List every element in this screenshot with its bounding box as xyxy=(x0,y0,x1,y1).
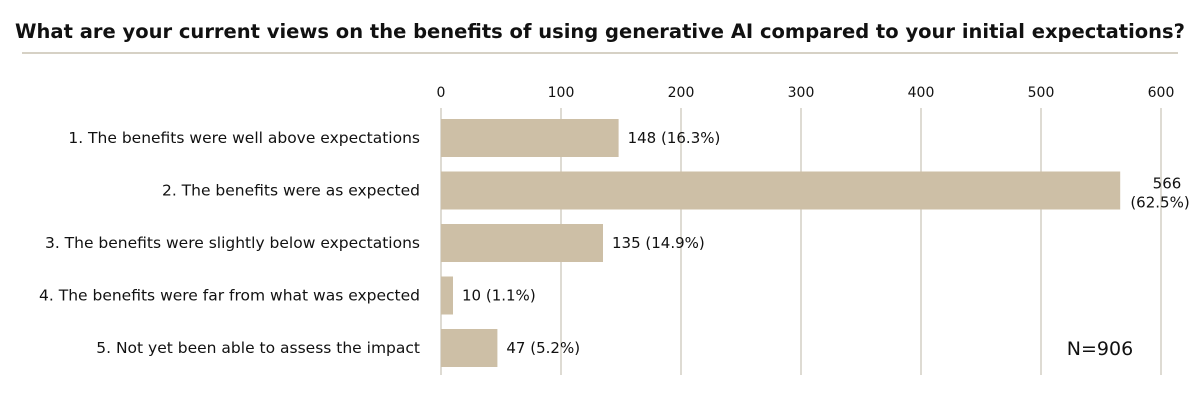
x-tick-label: 0 xyxy=(437,85,446,101)
bar xyxy=(441,224,603,262)
value-label: 148 (16.3%) xyxy=(628,129,721,147)
x-tick-label: 500 xyxy=(1028,85,1055,101)
value-label: 135 (14.9%) xyxy=(612,234,705,252)
x-tick-label: 400 xyxy=(908,85,935,101)
bar xyxy=(441,171,1121,210)
x-axis-ticks: 0 100 200 300 400 500 600 xyxy=(437,85,1175,101)
category-label: 3. The benefits were slightly below expe… xyxy=(45,234,420,252)
bars xyxy=(441,119,1121,367)
x-tick-label: 600 xyxy=(1148,85,1175,101)
x-tick-label: 300 xyxy=(788,85,815,101)
x-tick-label: 100 xyxy=(548,85,575,101)
category-label: 2. The benefits were as expected xyxy=(162,182,420,200)
chart-title: What are your current views on the benef… xyxy=(15,20,1185,43)
value-label: 47 (5.2%) xyxy=(506,339,580,357)
bar xyxy=(441,329,498,367)
bar xyxy=(441,119,619,157)
value-label: 566 (62.5%) xyxy=(1130,175,1189,212)
category-label: 5. Not yet been able to assess the impac… xyxy=(96,339,420,357)
category-labels: 1. The benefits were well above expectat… xyxy=(39,129,420,357)
value-label: 10 (1.1%) xyxy=(462,287,536,305)
sample-size-annotation: N=906 xyxy=(1067,338,1133,360)
category-label: 4. The benefits were far from what was e… xyxy=(39,287,420,305)
bar xyxy=(441,276,453,315)
value-labels: 148 (16.3%) 566 (62.5%) 135 (14.9%) 10 (1.1%… xyxy=(462,129,1190,357)
category-label: 1. The benefits were well above expectat… xyxy=(68,129,420,147)
x-tick-label: 200 xyxy=(668,85,695,101)
